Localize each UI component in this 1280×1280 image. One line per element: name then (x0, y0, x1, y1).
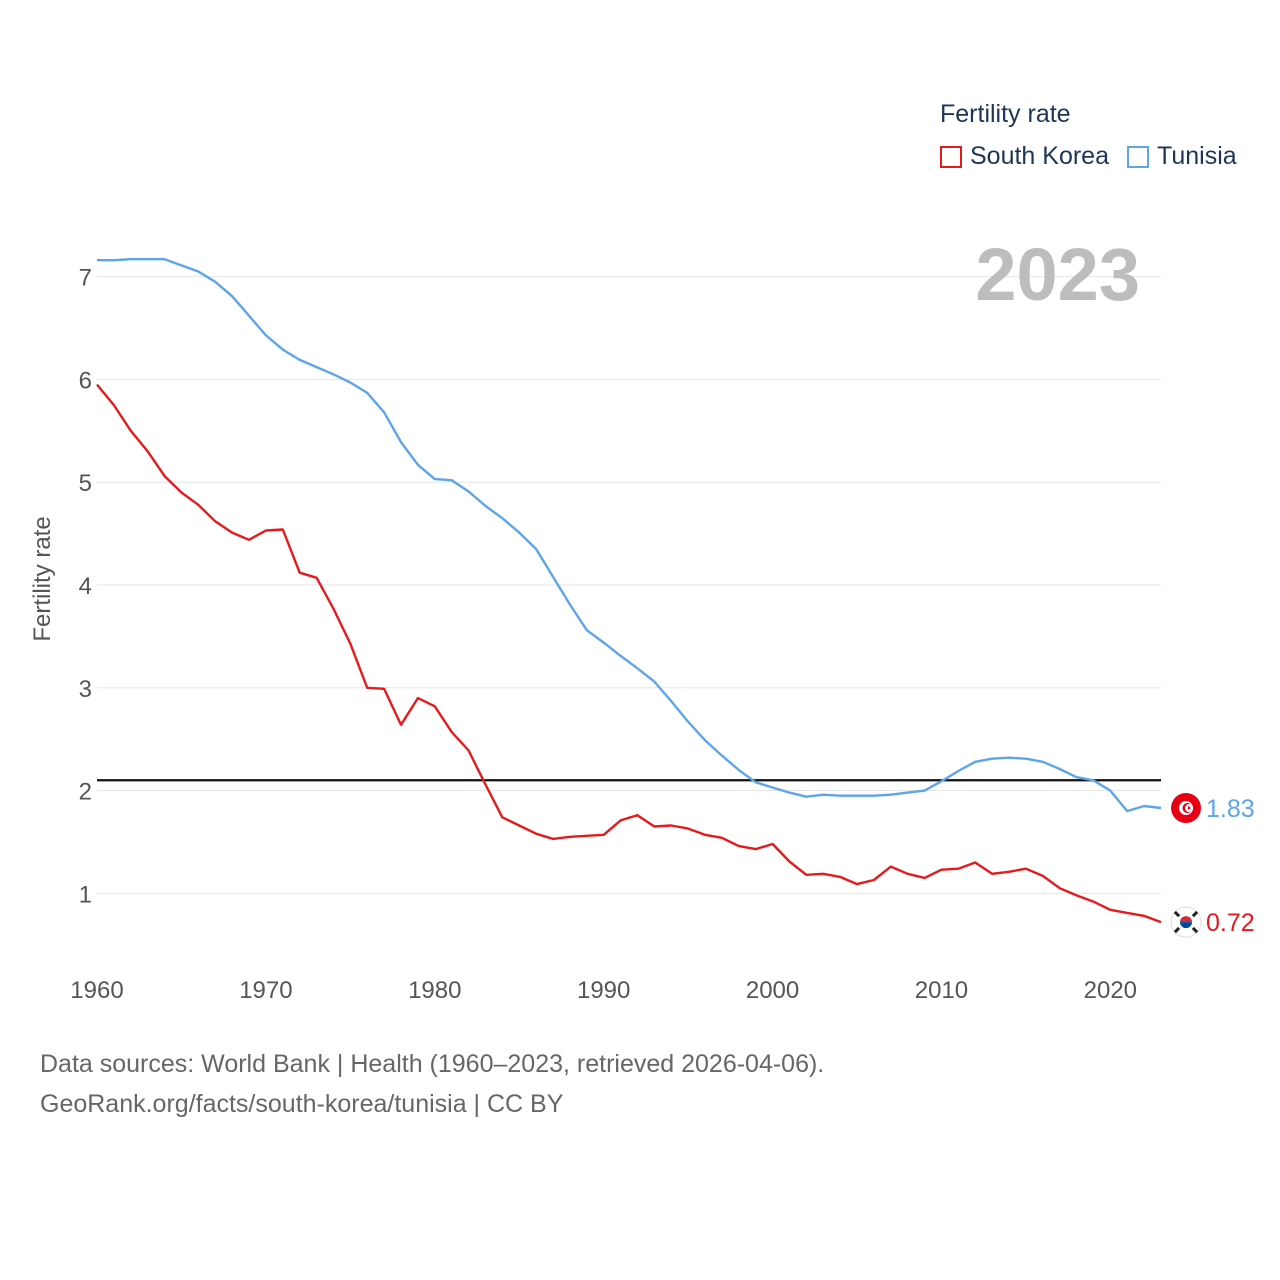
data-sources-text: Data sources: World Bank | Health (1960–… (40, 1050, 825, 1078)
x-tick-label: 2000 (746, 977, 799, 1004)
legend-item-south-korea[interactable]: South Korea (940, 142, 1109, 171)
end-value-label-south-korea: 0.72 (1206, 909, 1255, 937)
legend-label-tunisia: Tunisia (1157, 142, 1237, 170)
legend-title: Fertility rate (940, 100, 1071, 128)
series-line-south-korea (96, 383, 1162, 924)
x-tick-label: 2010 (915, 977, 968, 1004)
attribution-link[interactable]: GeoRank.org/facts/south-korea/tunisia | … (40, 1090, 564, 1118)
x-tick-label: 2020 (1084, 977, 1137, 1004)
tunisia-flag-icon (1171, 793, 1201, 824)
y-tick-label: 3 (79, 676, 92, 703)
south-korea-flag-icon (1170, 906, 1202, 938)
series-line-tunisia (97, 258, 1162, 813)
grid-lines (97, 276, 1161, 894)
legend: South Korea Tunisia (940, 142, 1237, 171)
series-lines (96, 258, 1162, 924)
legend-label-south-korea: South Korea (970, 142, 1109, 170)
legend-swatch-south-korea (940, 145, 962, 168)
y-tick-label: 5 (79, 470, 92, 497)
x-tick-label: 1990 (577, 977, 630, 1004)
source-note: Data sources: World Bank | Health (1960–… (40, 1044, 824, 1124)
x-axis-ticks: 1960 1970 1980 1990 2000 2010 2020 (70, 977, 1137, 1004)
y-tick-label: 4 (79, 573, 92, 600)
y-tick-label: 6 (79, 367, 92, 394)
series-end-labels: 0.72 1.83 (1170, 793, 1255, 938)
year-watermark: 2023 (975, 233, 1140, 316)
x-tick-label: 1980 (408, 977, 461, 1004)
y-tick-label: 2 (79, 779, 92, 806)
end-value-label-tunisia: 1.83 (1206, 795, 1255, 823)
x-tick-label: 1970 (239, 977, 292, 1004)
legend-item-tunisia[interactable]: Tunisia (1127, 142, 1237, 171)
x-tick-label: 1960 (70, 977, 123, 1004)
y-axis-label: Fertility rate (29, 516, 56, 641)
y-tick-label: 1 (79, 881, 92, 908)
y-axis-ticks: 1 2 3 4 5 6 7 (79, 265, 92, 909)
y-tick-label: 7 (79, 265, 92, 292)
legend-swatch-tunisia (1127, 145, 1149, 168)
